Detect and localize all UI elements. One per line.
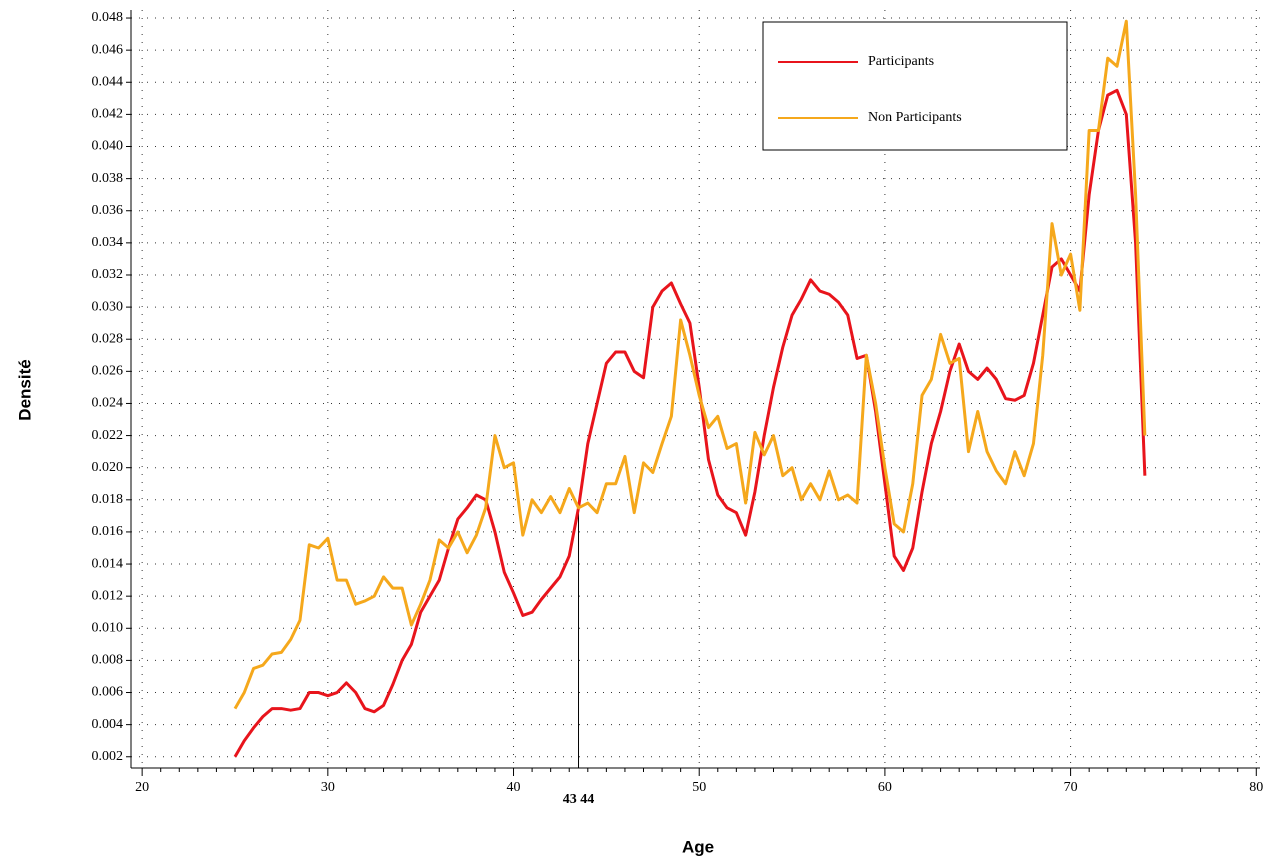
y-tick-label: 0.022: [92, 428, 124, 443]
y-tick-label: 0.040: [92, 139, 124, 154]
y-tick-label: 0.010: [92, 621, 124, 636]
legend-label: Non Participants: [868, 110, 962, 125]
y-tick-label: 0.034: [92, 235, 124, 250]
y-tick-label: 0.014: [92, 556, 124, 571]
y-tick-label: 0.012: [92, 588, 124, 603]
y-tick-label: 0.020: [92, 460, 124, 475]
x-tick-label: 20: [135, 780, 149, 795]
x-tick-label: 50: [692, 780, 706, 795]
annotation-text: 43 44: [563, 792, 595, 807]
x-tick-label: 40: [507, 780, 521, 795]
y-tick-label: 0.006: [92, 685, 124, 700]
y-tick-label: 0.042: [92, 107, 124, 122]
y-tick-label: 0.008: [92, 653, 124, 668]
y-tick-label: 0.048: [92, 10, 124, 25]
y-tick-label: 0.002: [92, 749, 124, 764]
y-tick-label: 0.032: [92, 267, 124, 282]
y-tick-label: 0.004: [92, 717, 124, 732]
x-tick-label: 60: [878, 780, 892, 795]
legend-box: [762, 21, 1068, 151]
series-line: [233, 88, 1147, 758]
y-axis-label: Densité: [15, 359, 34, 420]
y-tick-label: 0.036: [92, 203, 124, 218]
y-tick-label: 0.046: [92, 42, 124, 57]
y-tick-label: 0.028: [92, 331, 124, 346]
x-axis-label: Age: [682, 837, 714, 856]
y-tick-label: 0.016: [92, 524, 124, 539]
y-tick-label: 0.024: [92, 396, 124, 411]
y-tick-label: 0.038: [92, 171, 124, 186]
y-tick-label: 0.026: [92, 364, 124, 379]
x-tick-label: 30: [321, 780, 335, 795]
legend-label: Participants: [868, 54, 934, 69]
y-tick-label: 0.018: [92, 492, 124, 507]
y-tick-label: 0.044: [92, 74, 124, 89]
y-tick-label: 0.030: [92, 299, 124, 314]
x-tick-label: 70: [1064, 780, 1078, 795]
series-line: [233, 19, 1147, 710]
x-tick-label: 80: [1249, 780, 1263, 795]
